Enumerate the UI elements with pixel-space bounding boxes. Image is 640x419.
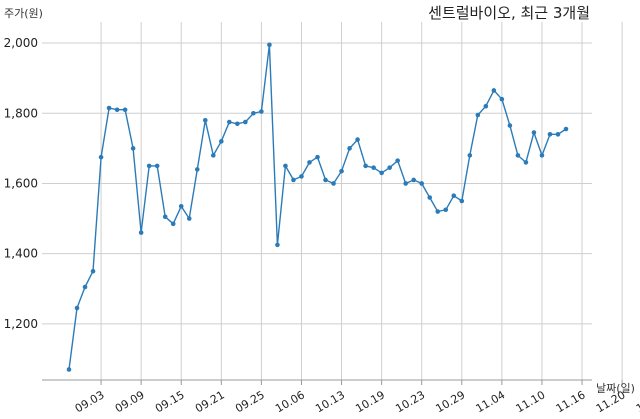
data-point (387, 165, 392, 170)
chart-title: 센트럴바이오, 최근 3개월 (428, 4, 590, 22)
x-tick-label: 11.26 (634, 388, 640, 415)
data-point (98, 154, 104, 160)
data-point (451, 193, 457, 199)
data-point (275, 242, 280, 248)
price-series (66, 42, 569, 372)
data-point (235, 121, 240, 127)
data-point (563, 126, 569, 132)
data-point (227, 119, 232, 125)
x-tick-label: 09.15 (153, 388, 187, 415)
data-point (411, 177, 416, 183)
x-tick-label: 09.21 (193, 388, 227, 415)
data-point (483, 103, 489, 109)
x-tick-label: 09.25 (233, 388, 267, 415)
data-point (363, 163, 368, 169)
y-tick-label: 1,200 (4, 317, 38, 331)
y-axis-label: 주가(원) (4, 7, 43, 20)
price-line (68, 44, 567, 370)
data-point (307, 160, 312, 165)
data-point (515, 153, 521, 158)
data-point (403, 181, 408, 186)
data-point (66, 367, 72, 372)
data-point (523, 160, 529, 165)
data-point (267, 42, 272, 48)
x-tick-label: 11.16 (554, 388, 588, 415)
x-tick-label: 09.03 (73, 388, 107, 415)
x-tick-label: 10.29 (434, 388, 468, 415)
data-point (347, 146, 352, 151)
data-point (114, 107, 120, 113)
data-point (170, 221, 176, 227)
data-point (138, 230, 144, 235)
data-point (443, 207, 449, 213)
x-tick-label: 10.19 (353, 388, 387, 415)
data-point (299, 174, 304, 179)
data-point (251, 110, 256, 116)
data-point (547, 132, 553, 137)
data-point (291, 177, 296, 183)
data-point (419, 181, 425, 186)
data-point (499, 96, 505, 102)
data-point (259, 109, 264, 114)
data-point (122, 107, 128, 113)
data-point (315, 154, 320, 160)
x-tick-labels: 09.03 09.09 09.15 09.21 09.25 10.06 10.13 10.19… (73, 388, 640, 415)
data-point (323, 177, 328, 183)
data-point (162, 214, 168, 220)
data-point (243, 119, 248, 125)
data-point (210, 153, 216, 158)
x-tick-label: 10.06 (273, 388, 307, 415)
y-tick-label: 1,800 (4, 106, 38, 120)
data-point (154, 163, 160, 169)
data-point (395, 158, 400, 163)
data-point (539, 153, 545, 158)
data-point (202, 117, 208, 123)
data-point (74, 305, 80, 311)
data-point (219, 139, 224, 144)
data-point (146, 163, 152, 169)
data-point (435, 209, 441, 214)
y-tick-label: 1,600 (4, 176, 38, 190)
data-point (555, 132, 561, 137)
y-tick-label: 1,400 (4, 247, 38, 261)
x-tick-label: 09.09 (113, 388, 147, 415)
x-tick-label: 10.23 (393, 388, 427, 415)
x-tick-label: 11.10 (514, 388, 548, 415)
data-point (531, 130, 537, 135)
data-point (427, 195, 433, 200)
data-point (82, 284, 88, 290)
data-point (339, 168, 344, 174)
data-point (507, 123, 513, 128)
data-point (467, 153, 473, 158)
data-point (194, 167, 200, 172)
y-tick-label: 2,000 (4, 36, 38, 50)
grid (42, 22, 623, 385)
data-point (90, 268, 96, 274)
x-tick-label: 10.13 (313, 388, 347, 415)
data-point (459, 198, 465, 204)
y-tick-labels: 1,200 1,400 1,600 1,800 2,000 (4, 36, 38, 331)
data-point (491, 88, 497, 93)
data-point (106, 105, 112, 111)
data-point (331, 181, 336, 186)
data-point (371, 165, 376, 170)
data-point (475, 112, 481, 118)
data-point (355, 137, 360, 142)
data-point (283, 163, 288, 169)
data-point (130, 146, 136, 151)
data-point (379, 170, 384, 176)
data-point (178, 203, 184, 209)
data-point (186, 216, 192, 221)
x-axis-label: 날짜(일) (596, 381, 635, 395)
x-tick-label: 11.04 (474, 388, 508, 415)
